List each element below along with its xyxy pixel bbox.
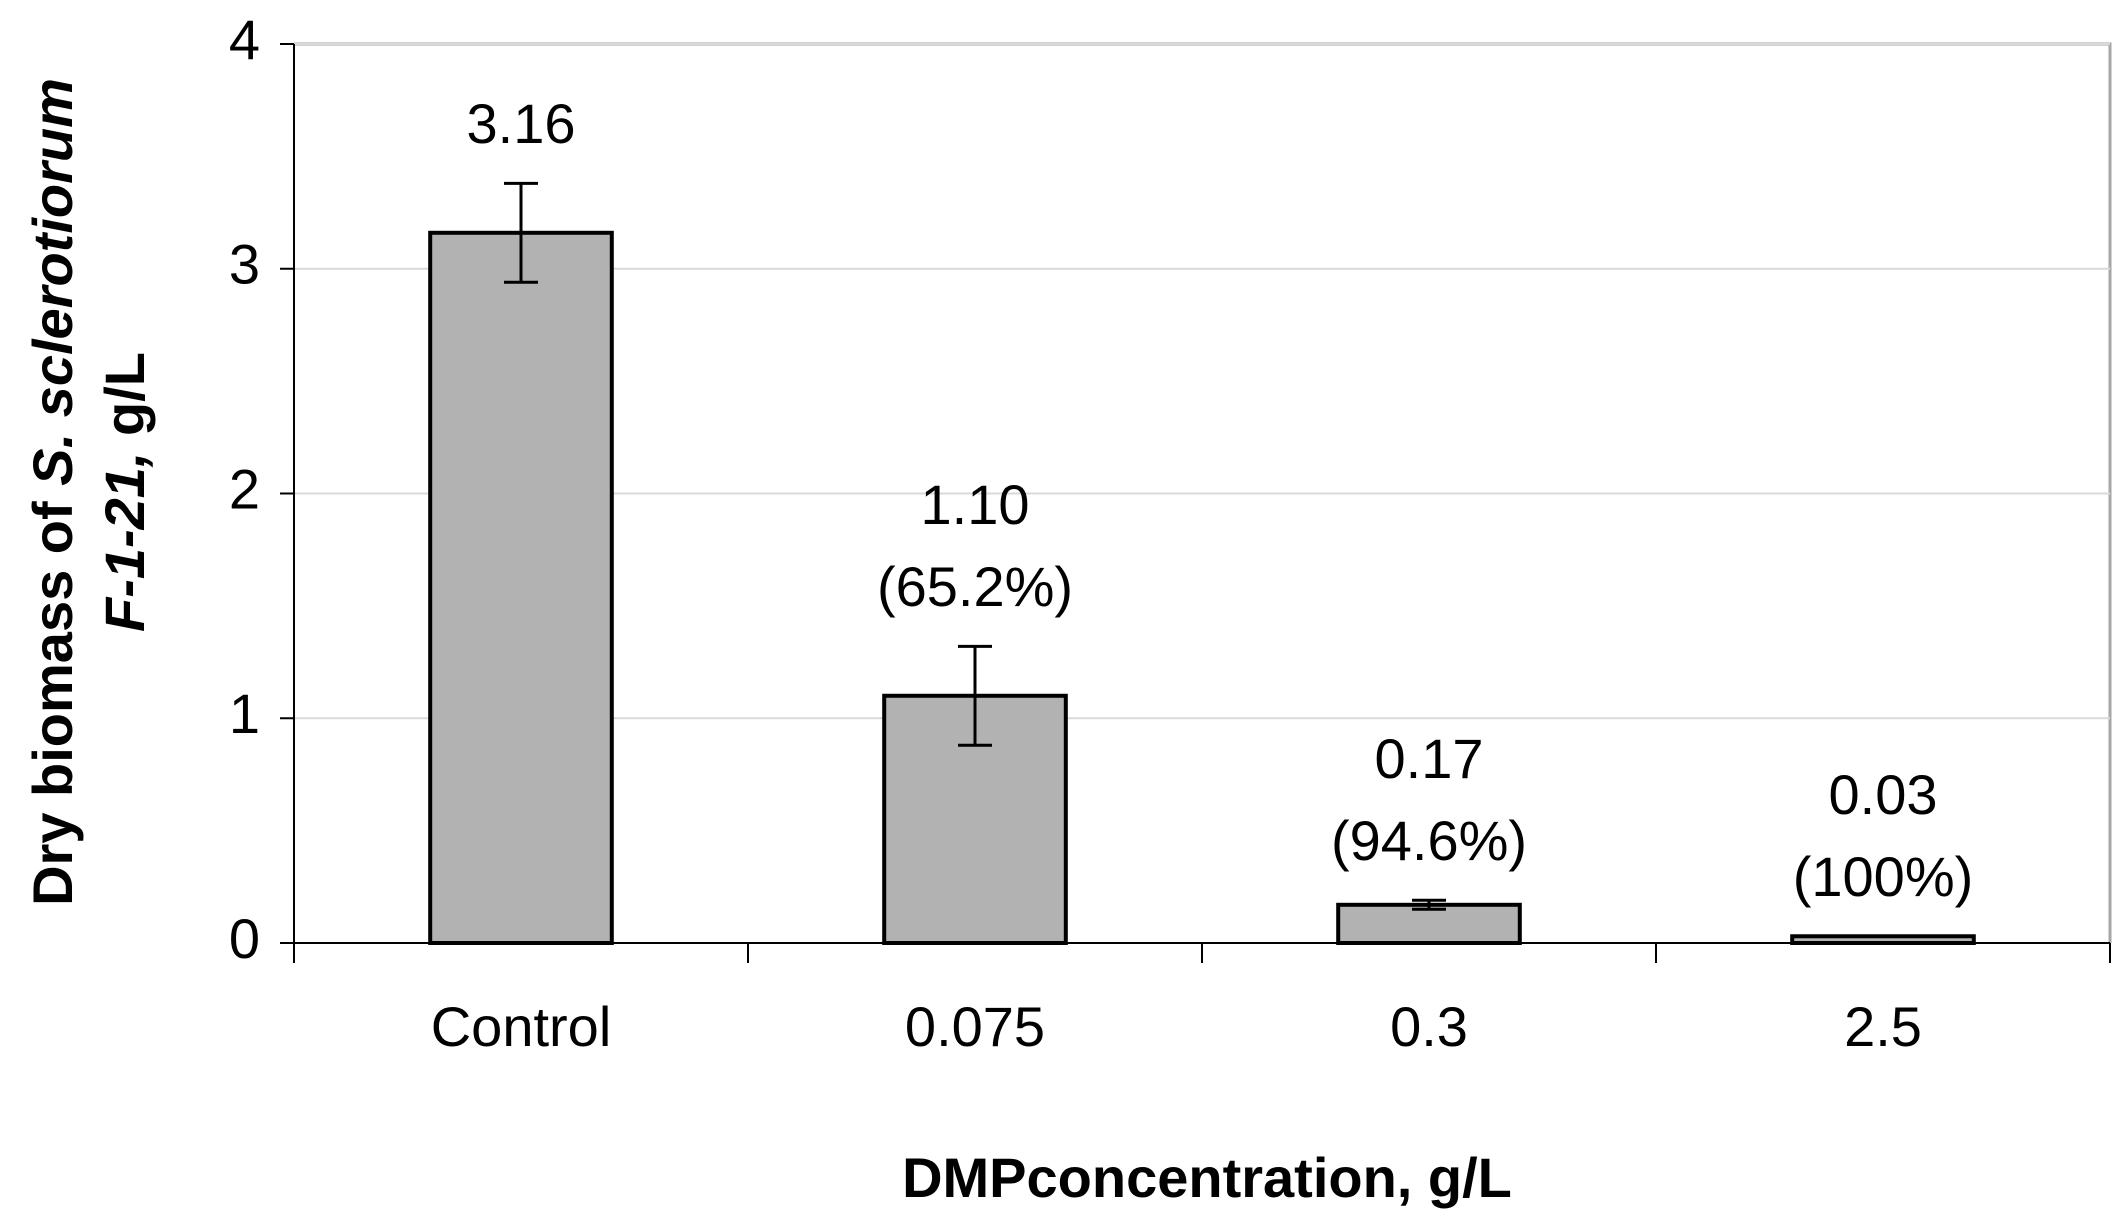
y-tick-label: 0 — [229, 907, 260, 970]
value-label: 1.10 — [921, 473, 1030, 536]
y-axis-title-part: S. sclerotiorum — [21, 78, 84, 486]
y-axis-title-part: F-1-21, — [93, 452, 156, 633]
y-tick-label: 2 — [229, 457, 260, 520]
inhibition-label: (100%) — [1793, 845, 1974, 908]
y-axis-title-line: Dry biomass of S. sclerotiorum — [21, 78, 84, 906]
y-tick-label: 1 — [229, 682, 260, 745]
y-tick-label: 4 — [229, 8, 260, 71]
value-label: 0.17 — [1375, 727, 1484, 790]
inhibition-label: (65.2%) — [877, 555, 1073, 618]
x-axis-title: DMPconcentration, g/L — [902, 1146, 1512, 1209]
x-tick-label: 0.3 — [1390, 995, 1468, 1058]
bar — [1790, 934, 1976, 946]
y-axis-title-part: g/L — [93, 352, 156, 452]
error-bar — [1412, 898, 1446, 911]
value-label: 3.16 — [467, 92, 576, 155]
y-tick-label: 3 — [229, 233, 260, 296]
x-tick-label: Control — [431, 995, 612, 1058]
bar — [1336, 902, 1522, 945]
y-axis-title-line: F-1-21, g/L — [93, 352, 156, 632]
y-axis-title-part: Dry biomass of — [21, 486, 84, 906]
x-tick-label: 0.075 — [905, 995, 1045, 1058]
value-label: 0.03 — [1829, 763, 1938, 826]
x-tick-label: 2.5 — [1844, 995, 1922, 1058]
inhibition-label: (94.6%) — [1331, 809, 1527, 872]
bar — [428, 230, 614, 946]
error-bar — [504, 181, 538, 284]
error-bar — [958, 644, 992, 747]
